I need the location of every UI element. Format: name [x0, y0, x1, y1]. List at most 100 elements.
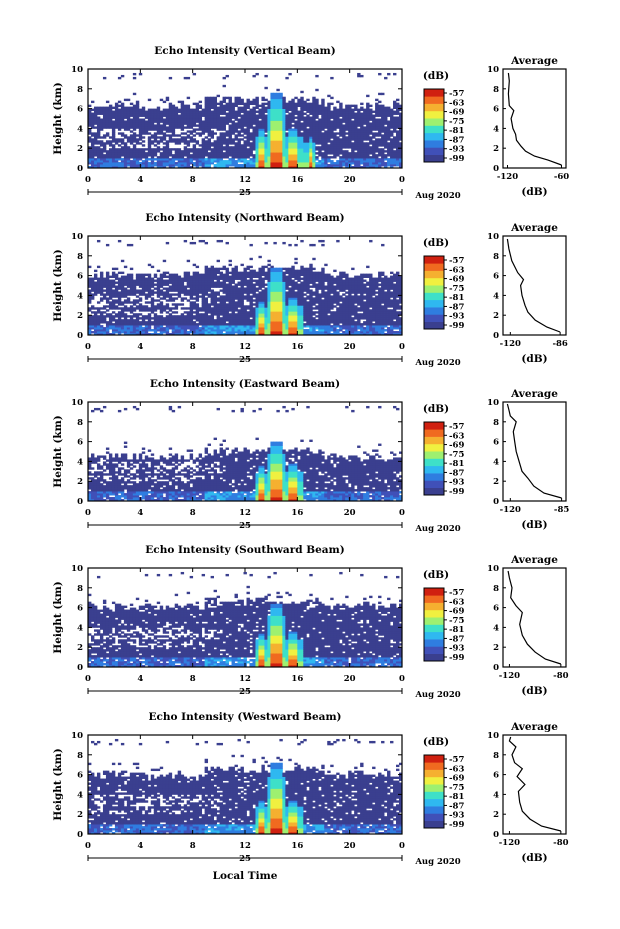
colorbar-segment [424, 147, 444, 155]
heatmap-cell [91, 132, 94, 134]
heatmap-cell [199, 274, 202, 276]
heatmap-cell [94, 107, 97, 109]
heatmap-cell [139, 317, 142, 319]
heatmap-cell [97, 117, 100, 119]
heatmap-cell [235, 134, 238, 136]
heatmap-cell [375, 99, 378, 101]
heatmap-cell [232, 286, 235, 288]
heatmap-cell [303, 113, 306, 115]
heatmap-cell [187, 331, 190, 333]
heatmap-cell [112, 323, 115, 325]
heatmap-cell [294, 97, 297, 99]
heatmap-cell [324, 107, 327, 109]
heatmap-cell [124, 99, 127, 101]
heatmap-cell [97, 301, 100, 303]
heatmap-cell [118, 109, 121, 111]
heatmap-cell [124, 107, 127, 109]
heatmap-cell [169, 313, 172, 315]
heatmap-cell [163, 101, 166, 103]
colorbar-segment [424, 118, 444, 126]
heatmap-cell [130, 160, 133, 162]
heatmap-cell [151, 109, 154, 111]
heatmap-cell [196, 266, 199, 268]
heatmap-cell [157, 278, 160, 280]
heatmap-cell [94, 126, 97, 128]
heatmap-cell [214, 291, 217, 293]
heatmap-cell [148, 307, 151, 309]
heatmap-cell [112, 107, 115, 109]
heatmap-cell [160, 111, 163, 113]
heatmap-cell [142, 160, 145, 162]
heatmap-cell [130, 130, 133, 132]
y-tick-label: 2 [77, 144, 83, 154]
heatmap-cells [88, 240, 402, 335]
heatmap-cell [220, 272, 223, 274]
heatmap-cell [142, 140, 145, 142]
heatmap-cell [127, 274, 130, 276]
heatmap-cell [100, 136, 103, 138]
x-tick-label: 0 [85, 175, 91, 185]
heatmap-cell [223, 160, 226, 162]
heatmap-cell [375, 103, 378, 105]
heatmap-cell [360, 113, 363, 115]
heatmap-cell [330, 77, 333, 79]
heatmap-cell [118, 272, 121, 274]
heatmap-cell [124, 134, 127, 136]
heatmap-cell [300, 97, 303, 99]
heatmap-cell [252, 307, 255, 309]
heatmap-cell [193, 144, 196, 146]
heatmap-cell [315, 152, 318, 154]
colorbar-segment [424, 111, 444, 119]
heatmap-cell [139, 313, 142, 315]
heatmap-cell [148, 274, 151, 276]
heatmap-cell [187, 260, 190, 262]
heatmap-cell [154, 305, 157, 307]
y-tick-label: 8 [77, 85, 83, 95]
heatmap-cell [390, 109, 393, 111]
heatmap-cell [241, 272, 244, 274]
heatmap-cell [124, 287, 127, 289]
heatmap-cell [121, 146, 124, 148]
heatmap-cell [333, 162, 336, 164]
heatmap-cell [97, 315, 100, 317]
heatmap-cell [369, 156, 372, 158]
heatmap-cell [124, 276, 127, 278]
heatmap-cell [94, 307, 97, 309]
heatmap-cell [264, 103, 267, 105]
heatmap-cell [252, 303, 255, 305]
heatmap-cells [88, 73, 402, 168]
heatmap-cell [238, 119, 241, 121]
heatmap-cell [270, 266, 273, 268]
heatmap-cell [106, 305, 109, 307]
heatmap-cell [357, 128, 360, 130]
heatmap-cell [133, 132, 136, 134]
heatmap-cell [169, 158, 172, 160]
heatmap-cell [169, 286, 172, 288]
heatmap-cell [190, 242, 193, 244]
heatmap-cell [103, 142, 106, 144]
heatmap-cell [351, 109, 354, 111]
heatmap-cell [163, 327, 166, 329]
heatmap-cell [193, 264, 196, 266]
heatmap-cell [193, 301, 196, 303]
heatmap-cell [226, 160, 229, 162]
heatmap-cell [193, 315, 196, 317]
heatmap-cell [264, 115, 267, 117]
heatmap-cell [220, 289, 223, 291]
heatmap-cell [244, 305, 247, 307]
heatmap-cell [249, 109, 252, 111]
heatmap-cell [190, 148, 193, 150]
heatmap-cell [175, 297, 178, 299]
heatmap-cell [172, 311, 175, 313]
heatmap-cell [261, 97, 264, 99]
heatmap-cell [315, 146, 318, 148]
heatmap-cell [130, 274, 133, 276]
heatmap-cell [252, 126, 255, 128]
heatmap-cell [378, 119, 381, 121]
heatmap-cell [124, 266, 127, 268]
heatmap-cell [327, 164, 330, 166]
heatmap-cell [387, 107, 390, 109]
heatmap-cell [294, 103, 297, 105]
heatmap-cell [181, 278, 184, 280]
heatmap-cell [217, 240, 220, 242]
